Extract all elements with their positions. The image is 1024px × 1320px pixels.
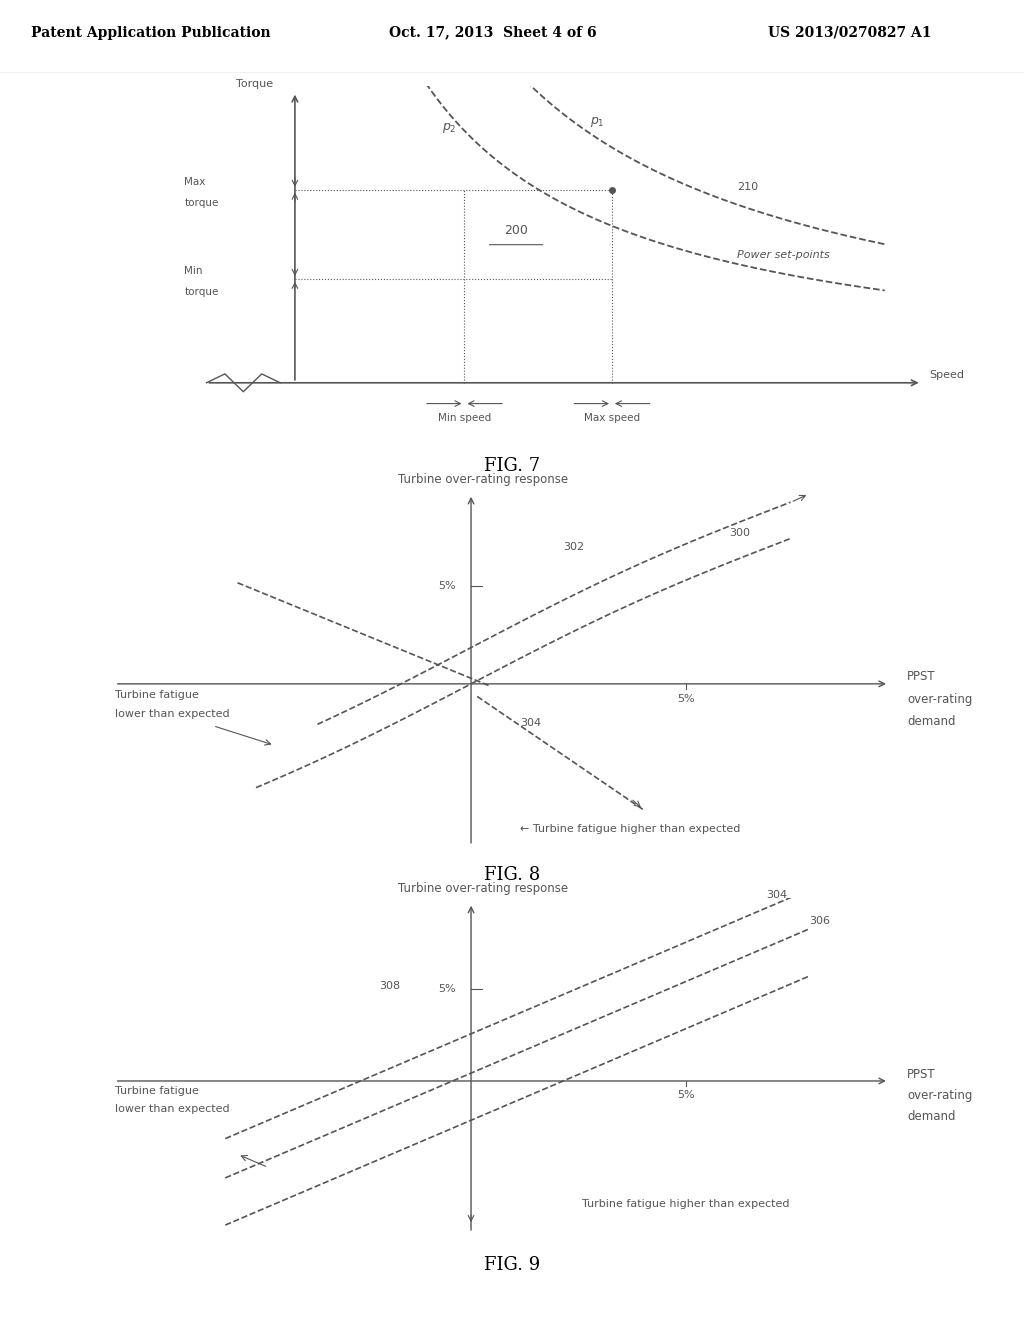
Text: Turbine over-rating response: Turbine over-rating response <box>398 473 568 486</box>
Text: 300: 300 <box>729 528 751 537</box>
Text: 304: 304 <box>766 890 787 900</box>
Text: FIG. 8: FIG. 8 <box>484 866 540 884</box>
Text: 200: 200 <box>504 224 528 238</box>
Text: FIG. 7: FIG. 7 <box>484 457 540 475</box>
Text: Max: Max <box>184 177 206 187</box>
Text: 306: 306 <box>809 916 830 925</box>
Text: Turbine over-rating response: Turbine over-rating response <box>398 882 568 895</box>
Text: Torque: Torque <box>236 79 272 88</box>
Text: 5%: 5% <box>677 693 695 704</box>
Text: Max speed: Max speed <box>584 413 640 424</box>
Text: 5%: 5% <box>438 581 456 591</box>
Text: over-rating: over-rating <box>907 693 973 706</box>
Text: Power set-points: Power set-points <box>737 249 830 260</box>
Text: FIG. 9: FIG. 9 <box>484 1255 540 1274</box>
Text: PPST: PPST <box>907 671 936 684</box>
Text: $p_1$: $p_1$ <box>590 115 604 129</box>
Text: torque: torque <box>184 288 219 297</box>
Text: $p_2$: $p_2$ <box>442 121 457 136</box>
Text: Turbine fatigue: Turbine fatigue <box>115 1086 199 1096</box>
Text: 304: 304 <box>520 718 542 727</box>
Text: demand: demand <box>907 1110 955 1123</box>
Text: lower than expected: lower than expected <box>115 1105 229 1114</box>
Text: 5%: 5% <box>677 1090 695 1100</box>
Text: Turbine fatigue: Turbine fatigue <box>115 690 199 700</box>
Text: Min speed: Min speed <box>438 413 492 424</box>
Text: Oct. 17, 2013  Sheet 4 of 6: Oct. 17, 2013 Sheet 4 of 6 <box>389 25 597 40</box>
Text: 308: 308 <box>379 981 400 991</box>
Text: Min: Min <box>184 267 203 276</box>
Text: over-rating: over-rating <box>907 1089 973 1102</box>
Text: 210: 210 <box>737 182 759 191</box>
Text: 302: 302 <box>563 541 585 552</box>
Text: lower than expected: lower than expected <box>115 709 229 719</box>
Text: ← Turbine fatigue higher than expected: ← Turbine fatigue higher than expected <box>520 824 740 834</box>
Text: Patent Application Publication: Patent Application Publication <box>31 25 270 40</box>
Text: Turbine fatigue higher than expected: Turbine fatigue higher than expected <box>582 1199 790 1209</box>
Text: 5%: 5% <box>438 985 456 994</box>
Text: torque: torque <box>184 198 219 209</box>
Text: Speed: Speed <box>929 370 964 380</box>
Text: US 2013/0270827 A1: US 2013/0270827 A1 <box>768 25 932 40</box>
Text: demand: demand <box>907 715 955 729</box>
Text: PPST: PPST <box>907 1068 936 1081</box>
